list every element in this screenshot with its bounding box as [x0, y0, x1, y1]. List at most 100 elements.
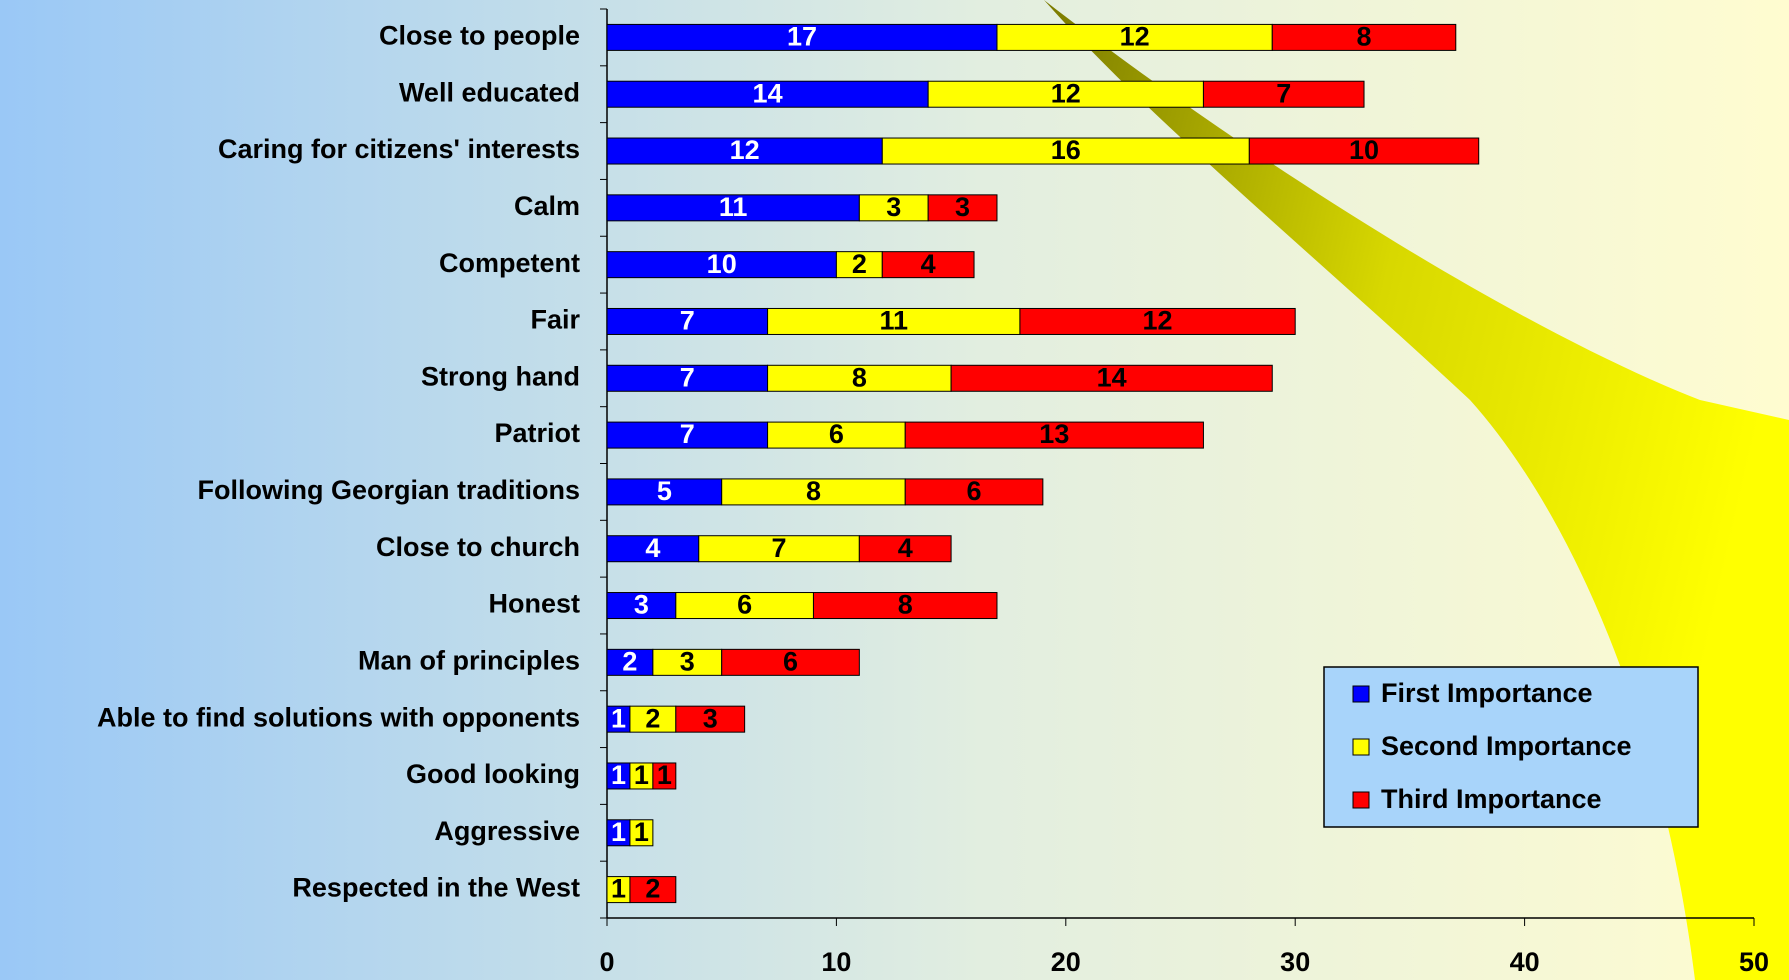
- data-label: 11: [879, 306, 908, 336]
- data-label: 6: [967, 476, 982, 506]
- bar-segment: [606, 592, 677, 620]
- data-label: 12: [1120, 22, 1150, 52]
- category-label: Able to find solutions with opponents: [97, 702, 580, 732]
- data-label: 10: [1349, 135, 1379, 165]
- data-label: 12: [730, 135, 760, 165]
- bar-segment: [629, 876, 677, 904]
- bar-segment: [675, 592, 814, 620]
- bar-segment: [698, 535, 860, 563]
- x-tick-label: 0: [599, 947, 614, 977]
- bar-segment: [652, 762, 677, 790]
- bar-segment: [606, 364, 769, 392]
- category-label: Competent: [439, 248, 580, 278]
- data-label: 2: [852, 249, 867, 279]
- data-label: 1: [611, 817, 626, 847]
- data-label: 6: [783, 646, 798, 676]
- data-label: 3: [703, 703, 718, 733]
- data-label: 1: [611, 760, 626, 790]
- bar-segment: [858, 194, 929, 222]
- x-tick-label: 20: [1051, 947, 1081, 977]
- x-tick-label: 30: [1280, 947, 1310, 977]
- category-label: Caring for citizens' interests: [218, 134, 580, 164]
- data-label: 1: [611, 874, 626, 904]
- bar-segment: [767, 421, 906, 449]
- data-label: 8: [898, 590, 913, 620]
- bar-segment: [606, 535, 700, 563]
- category-label: Close to people: [379, 21, 580, 51]
- bar-segment: [881, 137, 1250, 165]
- category-label: Calm: [514, 191, 580, 221]
- x-tick-label: 40: [1510, 947, 1540, 977]
- bar-segment: [606, 23, 998, 51]
- bar-segment: [812, 592, 998, 620]
- data-label: 7: [680, 419, 695, 449]
- data-label: 8: [852, 362, 867, 392]
- bar-segment: [904, 421, 1204, 449]
- data-label: 1: [611, 703, 626, 733]
- data-label: 8: [1357, 22, 1372, 52]
- legend-label: Second Importance: [1381, 731, 1632, 761]
- bar-segment: [1019, 307, 1296, 335]
- category-label: Close to church: [376, 532, 580, 562]
- legend-swatch: [1352, 791, 1370, 809]
- data-label: 16: [1051, 135, 1081, 165]
- bar-segment: [927, 194, 998, 222]
- bar-segment: [629, 819, 654, 847]
- category-label: Following Georgian traditions: [198, 475, 581, 505]
- bar-segment: [904, 478, 1044, 506]
- data-label: 4: [898, 533, 913, 563]
- bar-segment: [675, 705, 746, 733]
- bar-segment: [767, 364, 952, 392]
- data-label: 7: [680, 306, 695, 336]
- category-label: Strong hand: [421, 361, 580, 391]
- data-label: 1: [634, 817, 649, 847]
- bar-segment: [606, 194, 860, 222]
- data-label: 6: [737, 590, 752, 620]
- data-label: 7: [1276, 78, 1291, 108]
- bar-segment: [858, 535, 952, 563]
- data-label: 2: [645, 703, 660, 733]
- data-label: 5: [657, 476, 672, 506]
- data-label: 2: [645, 874, 660, 904]
- category-label: Honest: [488, 589, 580, 619]
- data-label: 3: [886, 192, 901, 222]
- category-label: Good looking: [406, 759, 580, 789]
- data-label: 10: [707, 249, 737, 279]
- data-label: 3: [955, 192, 970, 222]
- category-label: Well educated: [399, 77, 580, 107]
- bar-segment: [606, 307, 769, 335]
- category-label: Aggressive: [434, 816, 580, 846]
- data-label: 17: [787, 22, 817, 52]
- bar-segment: [1248, 137, 1480, 165]
- data-label: 12: [1143, 306, 1173, 336]
- bar-segment: [767, 307, 1021, 335]
- x-tick-label: 50: [1739, 947, 1769, 977]
- category-label: Fair: [530, 305, 580, 335]
- bar-segment: [1202, 80, 1365, 108]
- legend-label: First Importance: [1381, 678, 1593, 708]
- bar-segment: [1271, 23, 1457, 51]
- legend-swatch: [1352, 738, 1370, 756]
- bar-segment: [606, 80, 929, 108]
- legend-box: [1323, 666, 1699, 828]
- data-label: 2: [622, 646, 637, 676]
- data-label: 8: [806, 476, 821, 506]
- bar-segment: [629, 705, 677, 733]
- bar-segment: [606, 478, 723, 506]
- data-label: 6: [829, 419, 844, 449]
- data-label: 14: [753, 78, 783, 108]
- bar-segment: [606, 648, 654, 676]
- bar-segment: [881, 251, 975, 279]
- bar-segment: [950, 364, 1273, 392]
- data-label: 7: [680, 362, 695, 392]
- data-label: 1: [657, 760, 672, 790]
- legend-swatch: [1352, 685, 1370, 703]
- data-label: 4: [921, 249, 936, 279]
- decoration: [1044, 0, 1789, 980]
- bar-segment: [835, 251, 883, 279]
- category-label: Man of principles: [358, 645, 580, 675]
- data-label: 4: [645, 533, 660, 563]
- x-tick-label: 10: [821, 947, 851, 977]
- data-label: 11: [719, 192, 748, 222]
